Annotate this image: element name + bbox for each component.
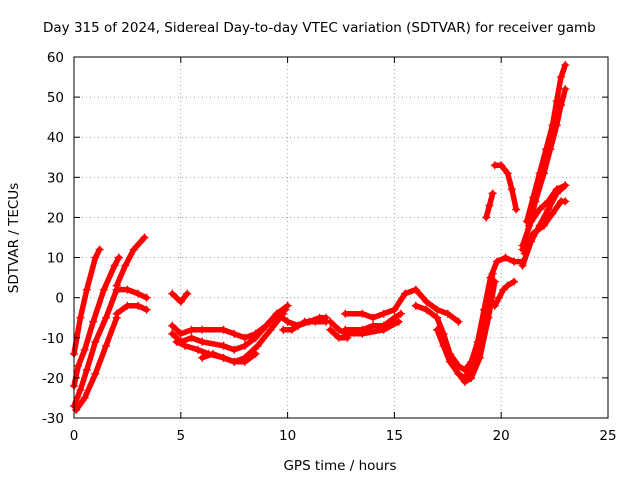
y-tick-label: 30 [47,170,64,186]
data-point [198,326,206,334]
series-track-q [341,286,462,326]
data-point [561,197,569,205]
y-tick-label: 60 [47,50,64,66]
y-tick-label: -30 [42,411,64,427]
data-point [341,310,349,318]
y-axis-label: SDTVAR / TECUs [6,183,22,293]
chart-title: Day 315 of 2024, Sidereal Day-to-day VTE… [43,20,596,36]
series-trace [117,290,147,298]
chart: Day 315 of 2024, Sidereal Day-to-day VTE… [0,0,640,480]
x-tick-label: 0 [70,428,79,444]
y-tick-label: 0 [55,291,64,307]
series-trace [495,165,516,209]
y-tick-label: -10 [42,331,64,347]
series-track-h [168,290,191,306]
series-trace [416,258,523,370]
series-track-w [482,189,496,221]
series-trace [76,318,117,410]
y-tick-label: 10 [47,251,64,267]
series-track-f [113,286,151,302]
y-tick-label: 20 [47,210,64,226]
y-tick-label: 50 [47,90,64,106]
x-tick-label: 5 [177,428,186,444]
x-tick-label: 10 [279,428,296,444]
y-tick-label: 40 [47,130,64,146]
x-axis-label: GPS time / hours [283,458,396,474]
data-point [279,326,287,334]
x-tick-label: 15 [386,428,403,444]
series-track-t [412,254,527,374]
y-tick-label: -20 [42,371,64,387]
series-track-g [113,302,151,318]
x-tick-label: 25 [599,428,616,444]
series-trace [172,294,187,302]
x-tick-label: 20 [493,428,510,444]
series-trace [117,306,147,314]
series-trace [117,238,145,286]
series-track-x [491,161,520,213]
series-layer [70,61,569,414]
